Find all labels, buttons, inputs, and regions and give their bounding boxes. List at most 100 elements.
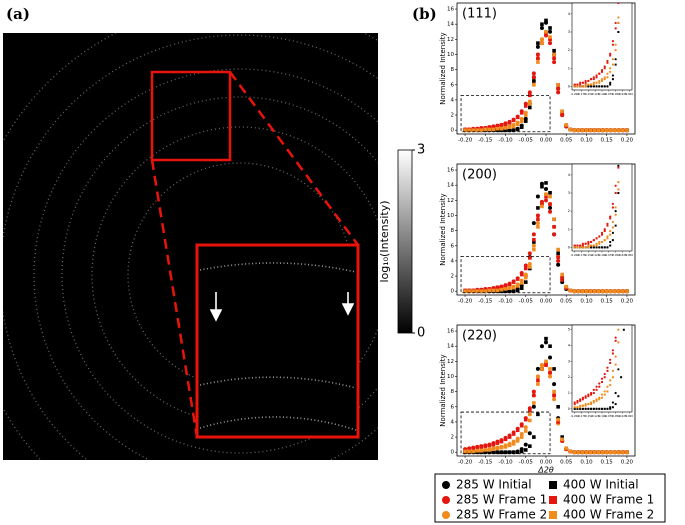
data-point [672,85,674,87]
data-point [603,393,606,396]
data-point [587,242,590,245]
data-point [528,418,532,423]
data-point [655,85,657,87]
data-point [576,399,579,403]
data-point [650,85,652,87]
y-tick-label: 16 [447,7,454,13]
inset-x-tick-label: -0.025 [618,253,627,257]
y-tick-label: 16 [447,168,454,174]
data-point [598,85,601,88]
data-point [636,156,638,158]
data-point [523,263,528,268]
data-point [576,406,579,409]
data-point [669,85,671,87]
data-point [666,246,668,248]
data-point [601,380,603,383]
data-point [650,246,652,248]
data-point [523,104,528,108]
data-point [536,206,540,210]
data-point [491,127,496,132]
data-point [471,446,475,451]
inset-x-tick-label: -0.125 [591,414,600,418]
data-point [503,450,508,455]
data-point [556,251,560,256]
data-point [672,408,674,410]
inset-y-tick-label: 4 [568,12,571,16]
data-point [499,287,504,292]
data-point [661,246,663,248]
data-point [609,229,612,233]
data-point [581,407,584,410]
data-point [609,70,612,73]
data-point [609,406,612,409]
data-point [664,85,666,87]
data-point [634,297,636,299]
data-point [587,244,590,247]
data-point [576,244,579,247]
data-point [587,246,590,249]
data-point [475,289,480,294]
data-point [642,73,644,75]
data-point [603,67,606,70]
data-point [647,408,649,410]
data-point [658,246,660,248]
data-point [572,128,577,133]
data-point [617,181,620,184]
data-point [620,123,622,125]
data-point [656,408,658,410]
data-point [515,428,520,433]
y-tick-label: 16 [447,329,454,335]
legend-label: 285 W Frame 1 [456,493,547,507]
data-point [658,246,660,248]
inset-x-tick-label: -0.100 [598,253,607,257]
data-point [653,246,655,248]
data-point [664,408,666,410]
data-point [587,79,590,82]
data-point [598,398,601,401]
data-point [650,408,652,410]
data-point [642,76,644,78]
data-point [603,390,606,393]
data-point [650,408,652,410]
data-point [556,420,560,424]
y-tick-label: 0 [451,450,455,456]
data-point [592,401,595,404]
x-tick-label: 0.10 [580,460,593,466]
data-point [653,408,655,410]
axis-title: Normalized Intensity [439,354,447,426]
data-point [544,192,548,197]
data-point [617,3,620,4]
data-point [523,442,528,447]
data-point [611,352,614,355]
data-point [611,349,615,352]
data-point [523,448,528,452]
data-point [519,286,524,290]
data-point [536,217,540,222]
data-point [675,85,677,87]
data-point [617,128,621,133]
data-point [680,408,682,410]
inset-y-tick-label: 4 [568,173,571,177]
data-point [614,355,617,358]
data-point [531,232,536,237]
data-point [664,85,666,87]
data-point [519,435,524,439]
x-tick-label: 0.20 [621,299,634,305]
data-point [576,246,579,249]
data-point [564,446,569,451]
data-point [666,408,668,410]
data-point [609,52,612,55]
data-point [666,408,668,410]
data-point [614,21,617,25]
data-point [552,48,556,53]
data-point [650,246,652,248]
data-point [669,246,671,248]
data-point [645,244,647,246]
data-point [598,407,601,410]
data-point [556,86,560,91]
data-point [655,246,657,248]
data-point [539,344,544,349]
data-point [677,408,679,410]
data-point [552,382,557,387]
data-point [677,246,679,248]
